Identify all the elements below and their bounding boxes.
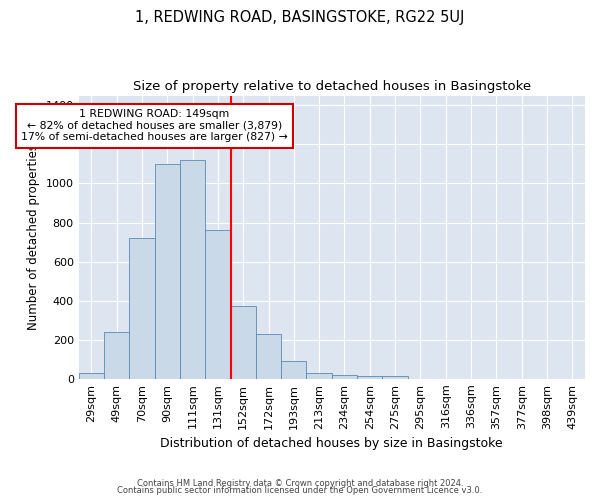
- Bar: [79, 373, 104, 379]
- Bar: [230, 306, 256, 379]
- Text: Contains HM Land Registry data © Crown copyright and database right 2024.: Contains HM Land Registry data © Crown c…: [137, 478, 463, 488]
- Bar: [332, 375, 357, 379]
- Bar: [104, 332, 129, 379]
- Bar: [155, 164, 180, 379]
- X-axis label: Distribution of detached houses by size in Basingstoke: Distribution of detached houses by size …: [161, 437, 503, 450]
- Bar: [205, 230, 230, 379]
- Text: 1, REDWING ROAD, BASINGSTOKE, RG22 5UJ: 1, REDWING ROAD, BASINGSTOKE, RG22 5UJ: [136, 10, 464, 25]
- Title: Size of property relative to detached houses in Basingstoke: Size of property relative to detached ho…: [133, 80, 531, 93]
- Text: Contains public sector information licensed under the Open Government Licence v3: Contains public sector information licen…: [118, 486, 482, 495]
- Bar: [307, 373, 332, 379]
- Y-axis label: Number of detached properties: Number of detached properties: [27, 144, 40, 330]
- Text: 1 REDWING ROAD: 149sqm
← 82% of detached houses are smaller (3,879)
17% of semi-: 1 REDWING ROAD: 149sqm ← 82% of detached…: [21, 109, 288, 142]
- Bar: [129, 238, 155, 379]
- Bar: [256, 334, 281, 379]
- Bar: [281, 361, 307, 379]
- Bar: [180, 160, 205, 379]
- Bar: [382, 376, 408, 379]
- Bar: [357, 376, 382, 379]
